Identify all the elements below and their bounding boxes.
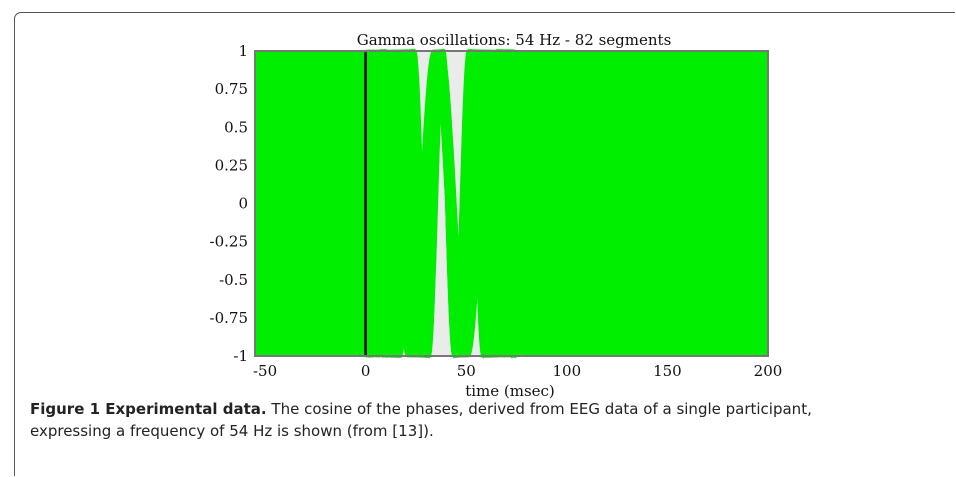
series-band-post (516, 51, 768, 356)
figure-caption: Figure 1 Experimental data. The cosine o… (30, 398, 930, 442)
x-tick-label: 100 (553, 362, 582, 380)
y-tick-label: 0 (238, 195, 248, 213)
x-tick-label: 50 (457, 362, 476, 380)
chart: Gamma oscillations: 54 Hz - 82 segments … (210, 31, 783, 400)
x-tick-label: -50 (253, 362, 277, 380)
y-tick-label: 0.75 (215, 80, 248, 98)
y-tick-label: -0.75 (210, 309, 248, 327)
series-band-edge (512, 51, 517, 356)
figure-frame (14, 12, 955, 476)
caption-line-1: Figure 1 Experimental data. The cosine o… (30, 398, 930, 420)
x-axis-label: time (msec) (465, 382, 555, 400)
caption-text-1: The cosine of the phases, derived from E… (271, 400, 812, 418)
y-tick-label: -0.5 (219, 271, 248, 289)
x-tick-label: 200 (754, 362, 783, 380)
y-tick-label: -1 (233, 347, 248, 365)
chart-title: Gamma oscillations: 54 Hz - 82 segments (357, 31, 672, 49)
x-tick-label: 0 (361, 362, 371, 380)
x-tick-label: 150 (653, 362, 682, 380)
series-segment (364, 49, 518, 358)
caption-label: Figure 1 Experimental data. (30, 400, 267, 418)
y-tick-label: 1 (238, 42, 248, 60)
plot-frame (254, 50, 769, 357)
y-tick-label: -0.25 (210, 233, 248, 251)
series-band-pre (255, 51, 366, 356)
y-tick-label: 0.5 (224, 118, 248, 136)
y-tick-label: 0.25 (215, 156, 248, 174)
caption-line-2: expressing a frequency of 54 Hz is shown… (30, 422, 434, 440)
